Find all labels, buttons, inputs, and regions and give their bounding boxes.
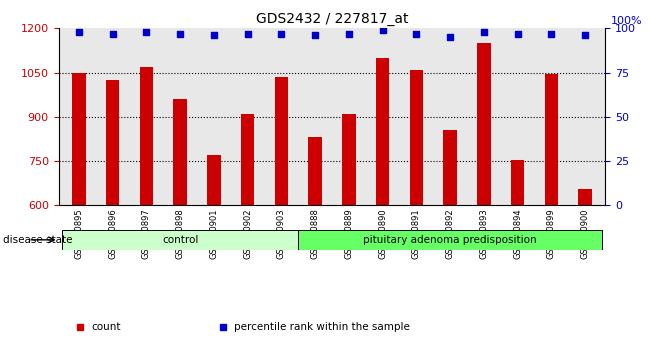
Text: 100%: 100% (611, 16, 643, 25)
Point (580, 33, 590, 38)
Bar (106, 80, 119, 205)
Bar (443, 130, 457, 205)
Point (310, 33, 320, 38)
Title: GDS2432 / 227817_at: GDS2432 / 227817_at (256, 12, 408, 26)
Bar (376, 58, 389, 205)
Point (209, 33, 219, 38)
Bar (139, 67, 153, 205)
Text: pituitary adenoma predisposition: pituitary adenoma predisposition (363, 235, 537, 245)
Bar (207, 155, 221, 205)
Bar (477, 43, 491, 205)
Text: percentile rank within the sample: percentile rank within the sample (234, 322, 409, 332)
Bar (409, 70, 423, 205)
Point (107, 31, 118, 36)
Text: disease state: disease state (3, 235, 73, 245)
Bar (511, 160, 525, 205)
Bar (298, 230, 602, 250)
Point (546, 31, 557, 36)
Point (411, 31, 422, 36)
Bar (275, 77, 288, 205)
Bar (173, 99, 187, 205)
Bar (309, 137, 322, 205)
Point (276, 31, 286, 36)
Text: control: control (162, 235, 199, 245)
Point (478, 29, 489, 35)
Text: count: count (91, 322, 121, 332)
Bar (62, 230, 298, 250)
Bar (545, 74, 558, 205)
Point (141, 29, 152, 35)
Point (344, 31, 354, 36)
Point (378, 27, 388, 33)
Point (445, 34, 455, 40)
Bar (342, 114, 355, 205)
Bar (72, 74, 85, 205)
Bar (241, 114, 255, 205)
Point (74, 29, 84, 35)
Point (175, 31, 186, 36)
Point (242, 31, 253, 36)
Point (512, 31, 523, 36)
Bar (579, 189, 592, 205)
